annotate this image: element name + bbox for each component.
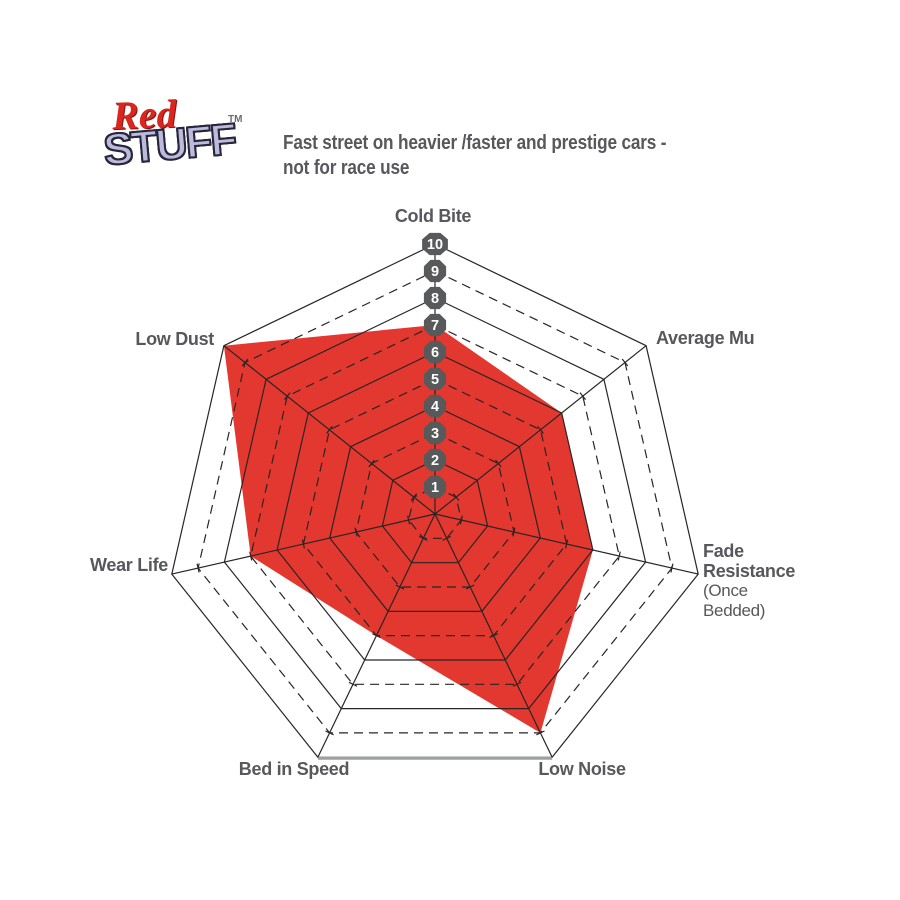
tick-mark [249, 551, 253, 561]
tick-mark [407, 515, 411, 525]
description-line-2: not for race use [283, 157, 410, 179]
tick-mark [512, 681, 522, 687]
axis-label-fade-main: Fade Resistance [703, 541, 796, 581]
tick-mark [410, 493, 418, 502]
scale-badge [423, 367, 447, 391]
tick-mark [354, 527, 358, 537]
tick-mark [372, 633, 381, 639]
product-description: Fast street on heavier /faster and prest… [283, 131, 667, 181]
tick-mark [621, 358, 629, 367]
scale-badge-label: 7 [431, 318, 439, 334]
tick-mark [465, 584, 475, 590]
tick-mark [241, 358, 249, 367]
axis-label-fade-resistance: Fade Resistance (Once Bedded) [703, 541, 809, 621]
tick-mark [617, 551, 621, 561]
axis-label-fade-sub: (Once Bedded) [703, 581, 766, 620]
tick-mark [368, 459, 375, 468]
scale-badge-label: 1 [431, 480, 439, 496]
tick-mark [489, 633, 498, 639]
tick-mark [326, 425, 333, 434]
description-line-1: Fast street on heavier /faster and prest… [283, 132, 667, 154]
scale-badge-label: 2 [431, 453, 439, 469]
grid-ring [250, 324, 620, 685]
scale-badge [422, 232, 448, 256]
tick-mark [670, 563, 674, 573]
tick-mark [512, 527, 516, 537]
scale-badge-label: 8 [431, 291, 439, 307]
axis-label-average-mu: Average Mu [656, 328, 755, 348]
tick-mark [418, 535, 428, 541]
grid-ring [408, 486, 462, 539]
grid-ring [329, 405, 541, 612]
scale-badge-label: 9 [431, 264, 439, 280]
tick-mark [495, 459, 502, 468]
tick-mark [442, 535, 452, 541]
tick-mark [565, 539, 569, 549]
scale-badge [423, 259, 447, 283]
scale-badge [423, 286, 447, 310]
scale-badge-label: 5 [431, 372, 439, 388]
tick-mark [452, 493, 460, 502]
scale-badge [423, 394, 447, 418]
tick-mark [395, 584, 405, 590]
tick-mark [348, 681, 358, 687]
grid-ring [223, 297, 647, 710]
tick-mark [459, 515, 463, 525]
axis-label-low-noise: Low Noise [538, 759, 626, 779]
grid-ring [302, 378, 568, 637]
axis-label-low-dust: Low Dust [135, 329, 214, 349]
tick-mark [536, 730, 545, 736]
axis-label-cold-bite: Cold Bite [394, 206, 472, 226]
scale-badge [423, 313, 447, 337]
scale-badge [423, 340, 447, 364]
scale-badge [423, 448, 447, 472]
grid-ring [276, 351, 594, 661]
tick-mark [325, 730, 334, 736]
axis-label-bed-in-speed: Bed in Speed [238, 759, 350, 779]
grid-ring [197, 270, 673, 734]
tick-mark [301, 539, 305, 549]
tick-mark [283, 392, 291, 401]
scale-badge-label: 10 [427, 237, 443, 253]
grid-ring [381, 459, 489, 564]
tick-mark [537, 425, 544, 434]
axis-label-wear-life: Wear Life [90, 555, 168, 575]
scale-badge [423, 421, 447, 445]
series-polygon [223, 325, 593, 733]
tick-mark [579, 392, 587, 401]
scale-badge-label: 3 [431, 426, 439, 442]
trademark-symbol: TM [228, 114, 243, 125]
scale-badge [423, 475, 447, 499]
scale-badge-label: 4 [431, 399, 439, 415]
tick-mark [196, 563, 200, 573]
scale-badge-label: 6 [431, 345, 439, 361]
redstuff-logo: Red STUFF TM [101, 91, 266, 206]
grid-ring [355, 432, 515, 588]
